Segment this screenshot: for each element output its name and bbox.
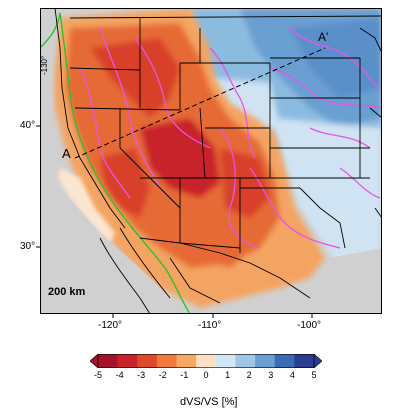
lon-tick-label: -120° bbox=[98, 320, 123, 331]
colorbar-tick-labels: -5 -4 -3 -2 -1 0 1 2 3 4 5 bbox=[90, 370, 322, 384]
coastal-neutral-strip bbox=[40, 8, 115, 243]
colorbar-tick-label: -3 bbox=[137, 370, 146, 380]
colorbar-swatch bbox=[176, 354, 197, 368]
colorbar-swatch bbox=[117, 354, 138, 368]
colorbar-swatch bbox=[196, 354, 217, 368]
colorbar-tick-label: 0 bbox=[203, 370, 209, 380]
profile-line bbox=[74, 47, 326, 159]
colorbar-swatch bbox=[215, 354, 236, 368]
political-borders bbox=[54, 8, 382, 314]
slow-anomaly-region bbox=[50, 8, 325, 308]
colorbar bbox=[89, 353, 323, 369]
lat-tick-label: 30° bbox=[20, 241, 36, 252]
colorbar-min-arrow bbox=[89, 353, 99, 369]
colorbar-swatch bbox=[294, 354, 315, 368]
colorbar-swatch bbox=[274, 354, 295, 368]
profile-start-label: A bbox=[62, 146, 71, 161]
colorbar-swatch bbox=[98, 354, 118, 368]
plate-boundary bbox=[40, 12, 191, 314]
province-boundaries bbox=[79, 27, 382, 249]
colorbar-tick-label: 5 bbox=[311, 370, 317, 380]
map-frame bbox=[40, 8, 382, 314]
colorbar-tick-label: -1 bbox=[180, 370, 189, 380]
colorbar-tick-label: -4 bbox=[115, 370, 124, 380]
colorbar-tick-label: 1 bbox=[225, 370, 231, 380]
colorbar-tick-label: 3 bbox=[268, 370, 274, 380]
depth-label: 200 km bbox=[48, 286, 86, 298]
gulf-region bbox=[315, 248, 382, 314]
profile-end-label: A' bbox=[318, 30, 329, 44]
lon-tick-label: -110° bbox=[198, 320, 222, 331]
ocean-southwest bbox=[40, 178, 180, 314]
colorbar-tick-label: 2 bbox=[246, 370, 252, 380]
colorbar-title: dVS/VS [%] bbox=[180, 396, 238, 408]
lon-tick-label: -100° bbox=[297, 320, 322, 331]
colorbar-swatch bbox=[255, 354, 276, 368]
colorbar-max-arrow bbox=[313, 353, 323, 369]
colorbar-tick-label: 4 bbox=[289, 370, 295, 380]
colorbar-swatch bbox=[235, 354, 256, 368]
colorbar-tick-label: -5 bbox=[93, 370, 102, 380]
tomography-map bbox=[40, 8, 382, 314]
lat-tick-label: 40° bbox=[20, 120, 36, 131]
colorbar-swatches bbox=[89, 353, 323, 369]
colorbar-swatch bbox=[156, 354, 177, 368]
colorbar-tick-label: -2 bbox=[158, 370, 167, 380]
colorbar-swatch bbox=[137, 354, 158, 368]
